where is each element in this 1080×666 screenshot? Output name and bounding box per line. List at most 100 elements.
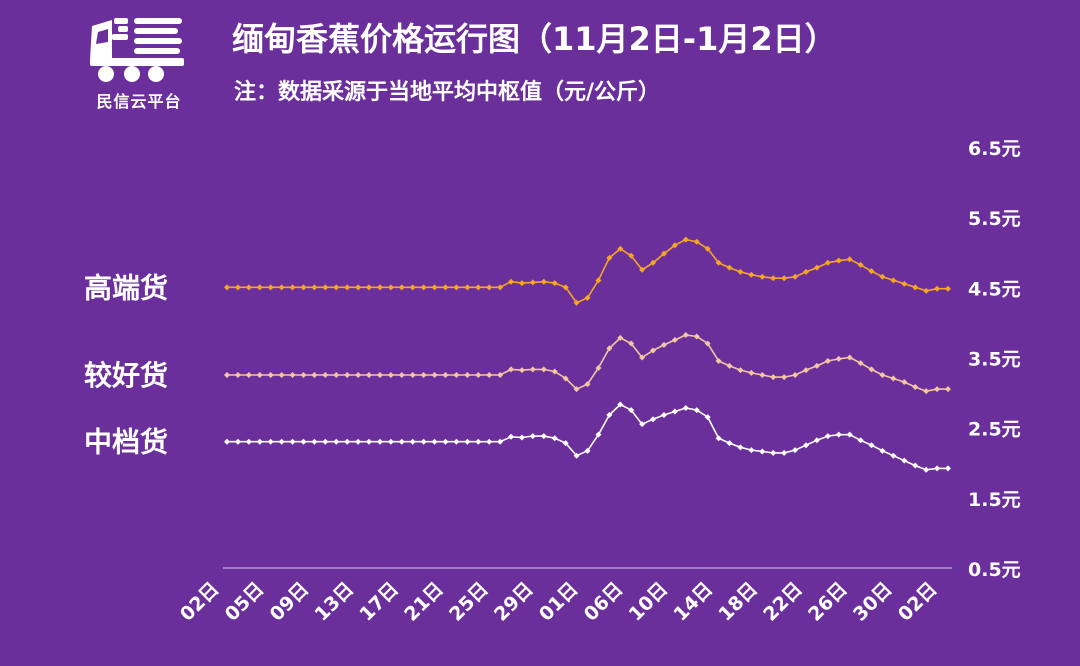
data-point	[376, 372, 383, 379]
data-point	[792, 447, 799, 454]
data-point	[770, 275, 777, 282]
x-tick-label: 25日	[445, 578, 493, 626]
data-point	[846, 431, 853, 438]
data-point	[912, 383, 919, 390]
data-point	[387, 438, 394, 445]
data-point	[857, 360, 864, 367]
data-point	[628, 407, 635, 414]
data-point	[923, 388, 930, 395]
data-point	[453, 438, 460, 445]
data-point	[464, 438, 471, 445]
y-tick-label: 1.5元	[968, 489, 1021, 511]
data-point	[660, 250, 667, 257]
data-point	[486, 372, 493, 379]
data-point	[256, 372, 263, 379]
data-point	[704, 414, 711, 421]
data-point	[529, 279, 536, 286]
truck-logo-icon	[90, 18, 184, 82]
data-point	[726, 440, 733, 447]
data-point	[650, 416, 657, 423]
series-line	[227, 403, 948, 471]
data-point	[748, 369, 755, 376]
data-point	[901, 457, 908, 464]
y-tick-label: 3.5元	[968, 349, 1021, 371]
data-point	[529, 366, 536, 373]
data-point	[442, 438, 449, 445]
data-point	[945, 285, 951, 292]
data-point	[759, 448, 766, 455]
data-point	[333, 284, 340, 291]
data-point	[508, 433, 515, 440]
data-point	[934, 386, 941, 393]
data-point	[639, 354, 646, 361]
data-point	[639, 421, 646, 428]
data-point	[311, 438, 318, 445]
logo: 民信云平台	[84, 12, 194, 112]
data-point	[835, 431, 842, 438]
data-point	[551, 368, 558, 375]
data-point	[344, 284, 351, 291]
data-point	[715, 358, 722, 365]
data-point	[267, 372, 274, 379]
data-point	[562, 375, 569, 382]
x-tick-label: 22日	[759, 578, 807, 626]
data-point	[934, 285, 941, 292]
data-point	[224, 438, 230, 445]
data-point	[256, 284, 263, 291]
data-point	[879, 372, 886, 379]
data-point	[573, 452, 580, 459]
data-point	[781, 275, 788, 282]
x-tick-label: 30日	[849, 578, 897, 626]
series-label: 较好货	[84, 359, 168, 392]
data-point	[300, 438, 307, 445]
data-point	[442, 284, 449, 291]
data-point	[333, 438, 340, 445]
x-tick-label: 26日	[804, 578, 852, 626]
data-point	[595, 431, 602, 438]
data-point	[289, 284, 296, 291]
x-tick-label: 02日	[894, 578, 942, 626]
data-point	[344, 372, 351, 379]
data-point	[715, 259, 722, 266]
data-point	[890, 375, 897, 382]
data-point	[660, 341, 667, 348]
data-point	[409, 284, 416, 291]
data-point	[606, 345, 613, 352]
data-point	[344, 438, 351, 445]
data-point	[267, 438, 274, 445]
data-point	[497, 372, 504, 379]
data-point	[792, 372, 799, 379]
data-point	[617, 401, 624, 408]
data-point	[300, 372, 307, 379]
data-point	[879, 447, 886, 454]
data-point	[234, 438, 241, 445]
data-point	[278, 372, 285, 379]
data-point	[650, 259, 657, 266]
data-point	[868, 442, 875, 449]
data-point	[802, 367, 809, 374]
data-point	[595, 277, 602, 284]
x-tick-label: 18日	[714, 578, 762, 626]
data-point	[224, 284, 230, 291]
data-point	[508, 366, 515, 373]
data-point	[300, 284, 307, 291]
data-point	[802, 442, 809, 449]
data-point	[824, 259, 831, 266]
data-point	[693, 333, 700, 340]
data-point	[813, 362, 820, 369]
data-point	[584, 294, 591, 301]
data-point	[497, 438, 504, 445]
data-point	[518, 367, 525, 374]
data-point	[551, 435, 558, 442]
data-point	[387, 284, 394, 291]
data-point	[224, 372, 230, 379]
data-point	[431, 438, 438, 445]
data-point	[813, 264, 820, 271]
data-point	[759, 273, 766, 280]
data-point	[234, 372, 241, 379]
x-tick-label: 02日	[176, 578, 224, 626]
data-point	[628, 340, 635, 347]
x-tick-label: 05日	[221, 578, 269, 626]
data-point	[234, 284, 241, 291]
